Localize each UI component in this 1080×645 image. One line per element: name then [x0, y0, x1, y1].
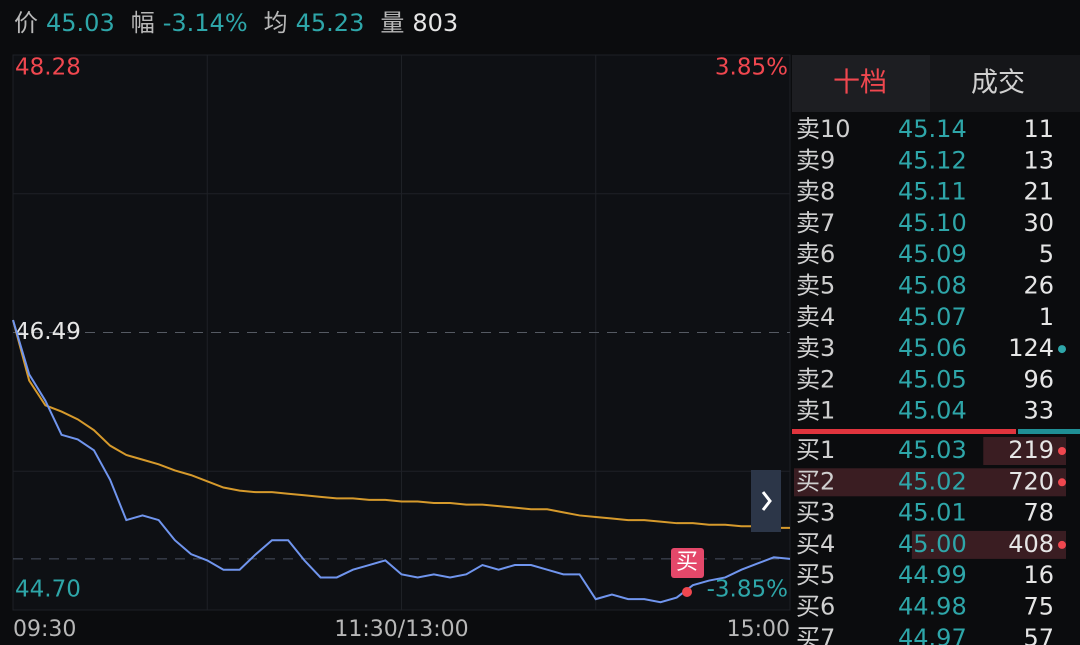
x-tick-label: 11:30/13:00 — [334, 617, 468, 642]
row-price: 45.05 — [898, 365, 967, 393]
row-price: 45.00 — [898, 530, 967, 558]
row-label: 卖7 — [796, 209, 835, 237]
row-volume: 21 — [1023, 178, 1054, 206]
row-label: 买7 — [796, 624, 835, 645]
row-price: 45.12 — [898, 146, 967, 174]
tab-active-bg — [792, 55, 930, 112]
header-value: 45.03 — [46, 9, 115, 37]
row-volume: 33 — [1023, 397, 1054, 425]
price-series — [12, 319, 791, 604]
row-label: 卖10 — [796, 115, 851, 143]
header-label: 量 — [380, 9, 404, 37]
row-volume: 11 — [1023, 115, 1054, 143]
row-price: 45.11 — [898, 178, 967, 206]
row-volume: 124 — [1008, 334, 1054, 362]
row-label: 买4 — [796, 530, 835, 558]
row-price: 45.01 — [898, 499, 967, 527]
row-volume: 5 — [1039, 240, 1054, 268]
chevron-icon — [761, 491, 772, 511]
row-price: 45.08 — [898, 272, 967, 300]
row-price: 45.06 — [898, 334, 967, 362]
header-label: 幅 — [131, 9, 155, 37]
header-value: -3.14% — [163, 9, 248, 37]
price-series — [12, 319, 790, 529]
order-dot — [1058, 345, 1066, 354]
header-value: 45.23 — [296, 9, 365, 37]
tab[interactable]: 十档 — [833, 68, 887, 99]
row-price: 44.99 — [898, 561, 967, 589]
row-price: 45.09 — [898, 240, 967, 268]
row-volume: 16 — [1023, 561, 1054, 589]
y-tick-label: 46.49 — [15, 319, 81, 345]
header-label: 均 — [264, 9, 288, 37]
header-label: 价 — [14, 9, 38, 37]
row-volume: 720 — [1008, 467, 1054, 495]
volume-bar — [911, 530, 1066, 559]
row-volume: 13 — [1023, 146, 1054, 174]
row-label: 卖6 — [796, 240, 835, 268]
row-volume: 30 — [1023, 209, 1054, 237]
y2-tick-label: -3.85% — [707, 577, 788, 603]
tab[interactable]: 成交 — [971, 68, 1025, 99]
ask-ratio — [792, 429, 1016, 434]
order-dot — [1058, 540, 1066, 549]
y-tick-label: 48.28 — [15, 55, 81, 81]
header-value: 803 — [412, 9, 458, 37]
row-price: 45.14 — [898, 115, 967, 143]
volume-bar — [983, 437, 1066, 465]
row-volume: 219 — [1008, 436, 1054, 464]
row-volume: 75 — [1023, 593, 1054, 621]
row-label: 卖8 — [796, 178, 835, 206]
row-price: 45.02 — [898, 467, 967, 495]
collapse-button[interactable] — [751, 470, 781, 532]
row-price: 45.03 — [898, 436, 967, 464]
row-label: 卖1 — [796, 397, 835, 425]
row-label: 卖2 — [796, 365, 835, 393]
y-tick-label: 44.70 — [15, 577, 81, 603]
x-tick-label: 09:30 — [13, 617, 76, 642]
row-label: 卖9 — [796, 146, 835, 174]
order-dot — [1058, 447, 1066, 455]
row-label: 买3 — [796, 499, 835, 527]
row-label: 买1 — [796, 436, 835, 464]
y2-tick-label: 3.85% — [715, 55, 788, 81]
row-label: 卖5 — [796, 272, 835, 300]
row-volume: 26 — [1023, 272, 1054, 300]
row-price: 45.07 — [898, 303, 967, 331]
row-volume: 1 — [1039, 303, 1054, 331]
row-volume: 408 — [1008, 530, 1054, 558]
row-price: 45.10 — [898, 209, 967, 237]
buy-marker-text: 买 — [676, 550, 698, 575]
row-label: 卖4 — [796, 303, 835, 331]
row-price: 45.04 — [898, 397, 967, 425]
row-label: 买5 — [796, 561, 835, 589]
buy-marker — [671, 548, 704, 578]
row-volume: 78 — [1023, 499, 1054, 527]
row-price: 44.98 — [898, 593, 967, 621]
order-dot — [1058, 478, 1066, 487]
volume-bar — [794, 468, 1066, 497]
row-label: 卖3 — [796, 334, 835, 362]
row-label: 买2 — [796, 467, 835, 495]
bid-ratio — [1018, 429, 1080, 434]
buy-dot — [682, 587, 692, 597]
row-volume: 96 — [1023, 365, 1054, 393]
row-label: 买6 — [796, 593, 835, 621]
x-tick-label: 15:00 — [727, 617, 790, 642]
row-price: 44.97 — [898, 624, 967, 645]
row-volume: 57 — [1023, 624, 1054, 645]
